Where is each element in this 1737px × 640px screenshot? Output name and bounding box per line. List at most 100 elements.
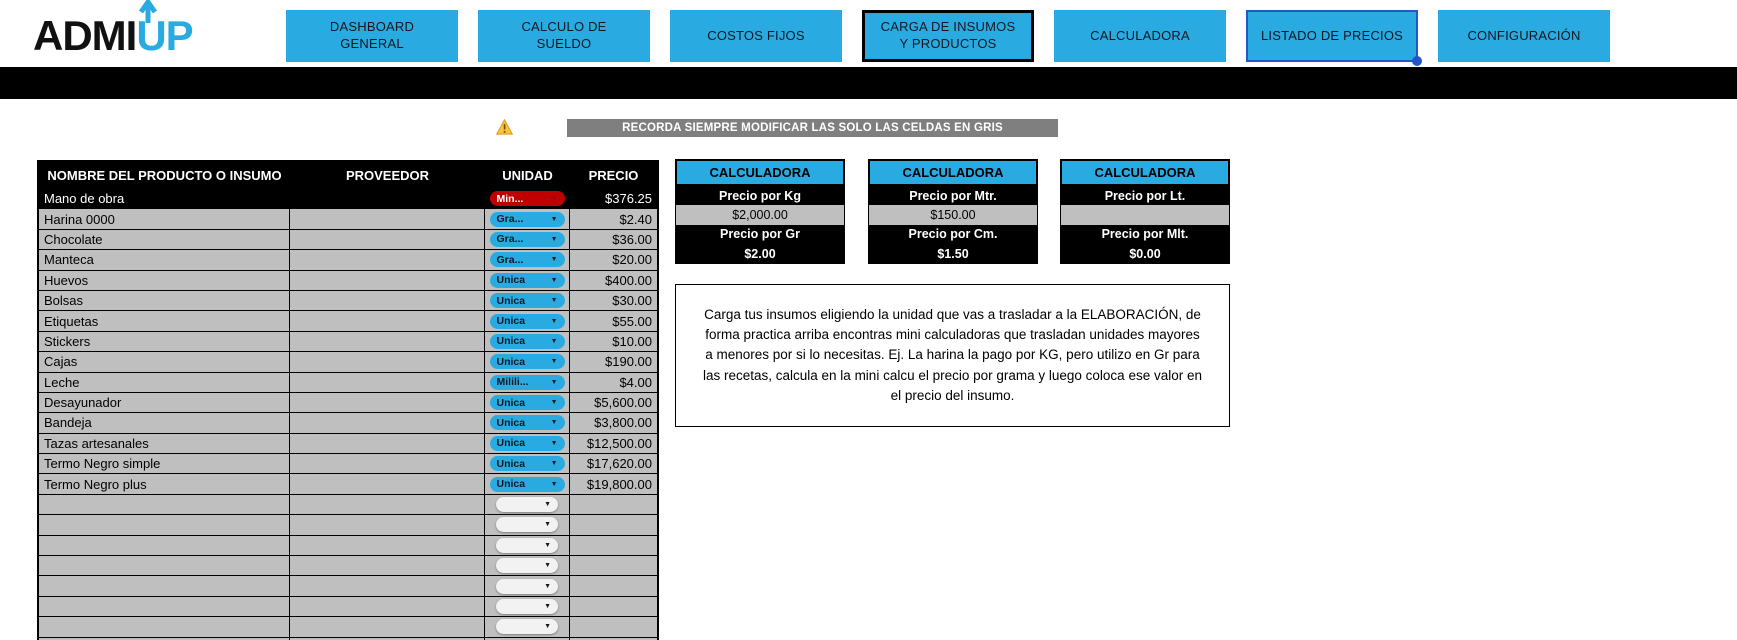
proveedor-cell[interactable] [290, 352, 485, 372]
product-name-cell[interactable]: Termo Negro simple [39, 454, 290, 474]
price-cell[interactable] [570, 495, 657, 514]
tab-carga-de-insumos-y-productos[interactable]: CARGA DE INSUMOS Y PRODUCTOS [862, 10, 1034, 62]
price-cell[interactable]: $376.25 [605, 191, 652, 207]
proveedor-cell[interactable] [290, 515, 485, 535]
product-name-cell[interactable] [39, 535, 290, 556]
calculator-input-cell[interactable] [1060, 205, 1230, 225]
unit-dropdown[interactable]: Unica ▼ [489, 435, 565, 451]
tab-configuracion[interactable]: CONFIGURACIÓN [1438, 10, 1610, 62]
proveedor-cell[interactable] [290, 250, 485, 270]
proveedor-cell[interactable] [290, 392, 485, 413]
unit-dropdown[interactable]: Unica ▼ [489, 456, 565, 472]
proveedor-cell[interactable] [290, 331, 485, 352]
proveedor-cell[interactable] [290, 474, 485, 494]
tab-dashboard-general[interactable]: DASHBOARD GENERAL [286, 10, 458, 62]
unit-dropdown[interactable]: Gra... ▼ [489, 231, 565, 247]
proveedor-cell[interactable] [290, 576, 485, 596]
product-name-cell[interactable]: Huevos [39, 270, 290, 290]
calculator-input-cell[interactable]: $150.00 [868, 205, 1038, 225]
unit-dropdown[interactable]: Unica ▼ [489, 293, 565, 309]
price-cell[interactable] [570, 556, 657, 575]
unit-dropdown[interactable]: ▼ [496, 497, 558, 513]
price-cell[interactable]: $5,600.00 [594, 395, 652, 411]
tab-listado-de-precios[interactable]: LISTADO DE PRECIOS [1246, 10, 1422, 66]
product-name-cell[interactable]: Mano de obra [39, 189, 290, 209]
product-name-cell[interactable] [39, 515, 290, 535]
unit-dropdown[interactable]: Gra... ▼ [489, 211, 565, 227]
calculator-input-cell[interactable]: $2,000.00 [675, 205, 845, 225]
product-name-cell[interactable]: Harina 0000 [39, 209, 290, 229]
product-name-cell[interactable]: Stickers [39, 331, 290, 352]
proveedor-cell[interactable] [290, 189, 485, 209]
unit-dropdown[interactable]: Unica ▼ [489, 354, 565, 370]
price-cell[interactable]: $4.00 [619, 374, 652, 390]
product-name-cell[interactable]: Termo Negro plus [39, 474, 290, 494]
price-cell[interactable]: $20.00 [612, 252, 652, 268]
unit-dropdown[interactable]: Unica ▼ [489, 333, 565, 349]
product-name-cell[interactable]: Etiquetas [39, 311, 290, 331]
price-cell[interactable]: $12,500.00 [586, 435, 652, 451]
product-name-cell[interactable]: Cajas [39, 352, 290, 372]
proveedor-cell[interactable] [290, 433, 485, 454]
unit-dropdown[interactable]: ▼ [496, 537, 558, 553]
proveedor-cell[interactable] [290, 229, 485, 250]
unit-dropdown[interactable]: Unica ▼ [489, 272, 565, 288]
proveedor-cell[interactable] [290, 270, 485, 290]
proveedor-cell[interactable] [290, 556, 485, 576]
unit-dropdown[interactable]: ▼ [496, 599, 558, 614]
product-name-cell[interactable] [39, 637, 290, 640]
unit-dropdown[interactable]: Unica ▼ [489, 476, 565, 492]
unit-dropdown[interactable]: ▼ [496, 558, 558, 574]
proveedor-cell[interactable] [290, 494, 485, 515]
price-cell[interactable]: $55.00 [612, 313, 652, 329]
tab-calculo-de-sueldo[interactable]: CALCULO DE SUELDO [478, 10, 650, 62]
unit-dropdown[interactable]: Unica ▼ [489, 395, 565, 411]
product-name-cell[interactable] [39, 576, 290, 596]
proveedor-cell[interactable] [290, 311, 485, 331]
unit-dropdown[interactable]: ▼ [496, 619, 558, 635]
price-cell[interactable]: $190.00 [605, 354, 652, 370]
product-name-cell[interactable]: Tazas artesanales [39, 433, 290, 454]
unit-dropdown[interactable]: Min... ▼ [489, 191, 565, 207]
proveedor-cell[interactable] [290, 617, 485, 637]
price-cell[interactable]: $2.40 [619, 211, 652, 227]
proveedor-cell[interactable] [290, 535, 485, 556]
product-name-cell[interactable]: Desayunador [39, 392, 290, 413]
price-cell[interactable]: $3,800.00 [594, 415, 652, 431]
tab-calculadora[interactable]: CALCULADORA [1054, 10, 1226, 62]
product-name-cell[interactable] [39, 556, 290, 576]
unit-dropdown[interactable]: Unica ▼ [489, 313, 565, 329]
price-cell[interactable] [570, 597, 657, 616]
price-cell[interactable]: $19,800.00 [586, 476, 652, 492]
price-cell[interactable]: $17,620.00 [586, 456, 652, 472]
price-cell[interactable]: $36.00 [612, 231, 652, 247]
proveedor-cell[interactable] [290, 596, 485, 617]
unit-dropdown[interactable]: Gra... ▼ [489, 252, 565, 268]
product-name-cell[interactable] [39, 596, 290, 617]
product-name-cell[interactable]: Bandeja [39, 413, 290, 433]
proveedor-cell[interactable] [290, 209, 485, 229]
price-cell[interactable] [570, 536, 657, 555]
price-cell[interactable]: $10.00 [612, 333, 652, 349]
price-cell[interactable]: $400.00 [605, 272, 652, 288]
unit-dropdown[interactable]: ▼ [496, 578, 558, 594]
product-name-cell[interactable]: Leche [39, 372, 290, 392]
price-cell[interactable] [570, 515, 657, 534]
product-name-cell[interactable]: Bolsas [39, 290, 290, 311]
product-name-cell[interactable]: Manteca [39, 250, 290, 270]
product-name-cell[interactable] [39, 494, 290, 515]
product-name-cell[interactable] [39, 617, 290, 637]
proveedor-cell[interactable] [290, 290, 485, 311]
proveedor-cell[interactable] [290, 637, 485, 640]
proveedor-cell[interactable] [290, 454, 485, 474]
product-name-cell[interactable]: Chocolate [39, 229, 290, 250]
unit-dropdown[interactable]: Milili... ▼ [489, 374, 565, 390]
proveedor-cell[interactable] [290, 372, 485, 392]
unit-dropdown[interactable]: ▼ [496, 517, 558, 533]
price-cell[interactable] [570, 576, 657, 595]
tab-costos-fijos[interactable]: COSTOS FIJOS [670, 10, 842, 62]
unit-dropdown[interactable]: Unica ▼ [489, 415, 565, 431]
price-cell[interactable]: $30.00 [612, 293, 652, 309]
price-cell[interactable] [570, 617, 657, 636]
proveedor-cell[interactable] [290, 413, 485, 433]
